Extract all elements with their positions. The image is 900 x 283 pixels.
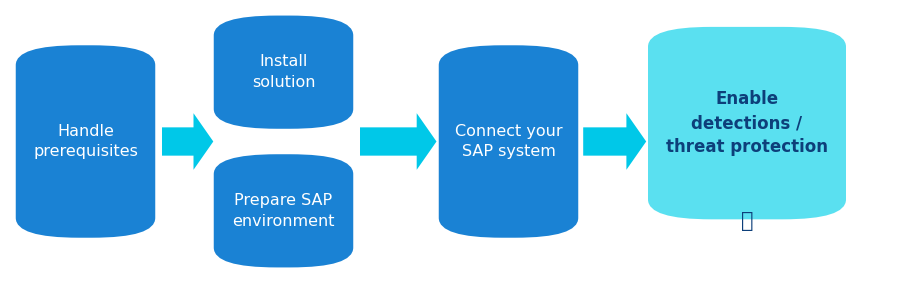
FancyBboxPatch shape bbox=[16, 45, 155, 238]
Text: Enable
detections /
threat protection: Enable detections / threat protection bbox=[666, 90, 828, 156]
Polygon shape bbox=[583, 113, 646, 170]
FancyBboxPatch shape bbox=[648, 27, 846, 219]
Polygon shape bbox=[360, 113, 436, 170]
FancyBboxPatch shape bbox=[438, 45, 578, 238]
Polygon shape bbox=[162, 113, 213, 170]
Text: Prepare SAP
environment: Prepare SAP environment bbox=[232, 193, 335, 229]
Text: Install
solution: Install solution bbox=[252, 54, 315, 90]
FancyBboxPatch shape bbox=[214, 16, 353, 129]
Text: ⛨: ⛨ bbox=[741, 211, 753, 231]
FancyBboxPatch shape bbox=[214, 154, 353, 267]
Text: Connect your
SAP system: Connect your SAP system bbox=[454, 124, 562, 159]
Text: Handle
prerequisites: Handle prerequisites bbox=[33, 124, 138, 159]
